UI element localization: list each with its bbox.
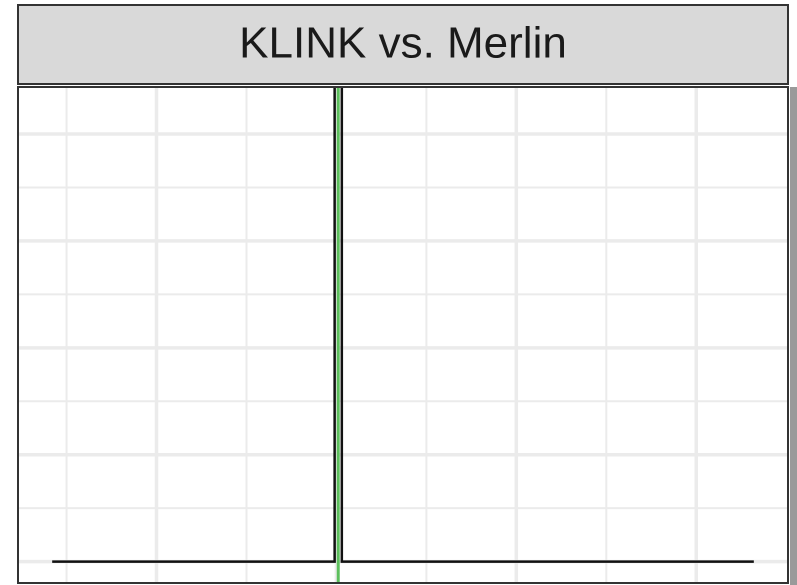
facet-strip bbox=[17, 4, 789, 85]
line bbox=[52, 88, 754, 563]
plot-area bbox=[19, 88, 787, 582]
panel bbox=[18, 87, 788, 583]
chart-title: KLINK vs. Merlin bbox=[239, 19, 567, 68]
scroll-edge bbox=[790, 87, 797, 585]
panel-border bbox=[17, 86, 789, 584]
